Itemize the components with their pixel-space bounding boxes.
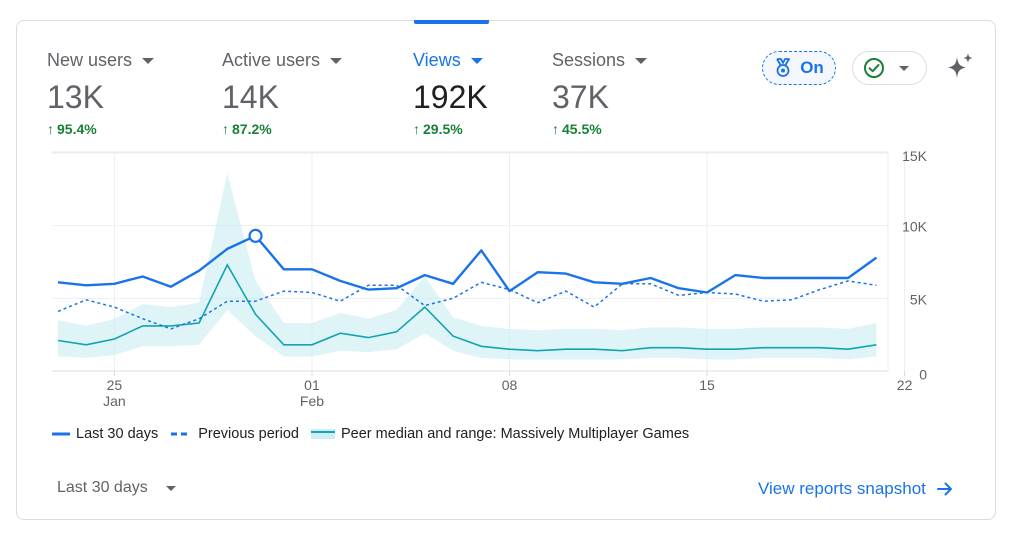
caret-down-icon [635,57,648,64]
x-tick-label: 25 [107,377,123,393]
arrow-right-icon [936,482,952,496]
caret-down-icon [470,57,483,64]
metric-value: 37K [552,79,609,115]
legend-label: Last 30 days [76,426,159,442]
metric-label: Sessions [552,50,626,70]
metric-tab-new-users[interactable]: New users 13K ↑ 95.4% [47,50,155,137]
active-tab-indicator [414,20,489,24]
metric-value: 13K [47,79,104,115]
peer-median-line [57,263,877,352]
peer-range-area [58,173,877,360]
metric-value: 192K [413,79,488,115]
x-tick-label: 22 [897,377,913,393]
metric-change: 29.5% [423,121,463,137]
caret-down-icon [899,65,909,71]
metric-change: 87.2% [232,121,272,137]
metric-change: 95.4% [57,121,97,137]
view-reports-snapshot-link[interactable]: View reports snapshot [758,479,954,499]
snapshot-link-label: View reports snapshot [758,479,926,498]
dashed-line-swatch-icon [171,432,192,436]
x-tick-label: 01 [304,377,320,393]
metric-change: 45.5% [562,121,602,137]
metric-value: 14K [222,79,279,115]
metric-label: New users [47,50,133,70]
caret-down-icon [142,57,155,64]
peer-range-band [58,173,877,360]
data-quality-dropdown[interactable] [852,51,927,85]
metric-tab-active-users[interactable]: Active users 14K ↑ 87.2% [222,50,343,137]
x-tick-sublabel: Jan [103,393,126,409]
metric-label: Active users [222,50,321,70]
benchmark-toggle-label: On [800,58,824,77]
check-circle-icon [864,58,884,78]
award-badge-icon [776,58,791,77]
y-tick-label: 0 [919,366,927,382]
y-tick-label: 10K [902,219,928,235]
band-swatch-icon [310,429,335,439]
legend-label: Previous period [198,426,299,442]
metric-label: Views [413,50,461,70]
chart-series-lines [57,228,878,352]
metric-tab-sessions[interactable]: Sessions 37K ↑ 45.5% [552,50,648,137]
legend-item-previous-period[interactable]: Previous period [170,426,299,442]
y-tick-label: 5K [910,291,928,307]
last-30-days-line [57,234,878,294]
legend-item-last-30-days[interactable]: Last 30 days [52,426,158,442]
date-range-dropdown[interactable]: Last 30 days [57,479,176,497]
sparkle-insights-icon[interactable] [946,51,976,83]
legend-label: Peer median and range: Massively Multipl… [340,426,690,442]
legend-item-peer-range[interactable]: Peer median and range: Massively Multipl… [310,426,690,442]
solid-line-swatch-icon [52,432,70,436]
metric-tab-views[interactable]: Views 192K ↑ 29.5% [413,50,488,137]
arrow-up-icon: ↑ [552,121,559,137]
date-range-label: Last 30 days [57,479,148,496]
y-tick-label: 15K [902,148,928,164]
x-tick-sublabel: Feb [300,393,324,409]
caret-down-icon [165,485,176,491]
arrow-up-icon: ↑ [47,121,54,137]
chart-legend: Last 30 days Previous period Peer median… [52,426,701,442]
overview-card [16,20,996,520]
previous-period-line [57,280,877,330]
arrow-up-icon: ↑ [413,121,420,137]
highlighted-data-point [248,228,263,243]
benchmark-toggle-chip[interactable]: On [762,51,836,85]
x-tick-label: 15 [699,377,715,393]
caret-down-icon [330,57,343,64]
arrow-up-icon: ↑ [222,121,229,137]
x-tick-label: 08 [502,377,518,393]
